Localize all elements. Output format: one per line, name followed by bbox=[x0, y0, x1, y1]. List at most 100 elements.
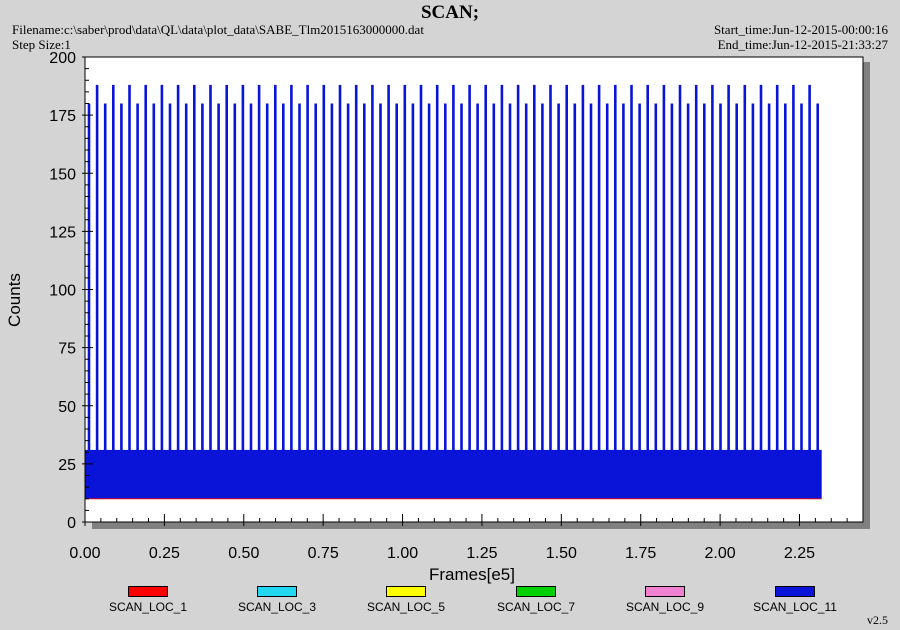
scan-spike bbox=[630, 84, 633, 499]
y-tick-label: 75 bbox=[58, 341, 76, 358]
scan-spike bbox=[565, 84, 568, 499]
legend-item: SCAN_LOC_5 bbox=[351, 586, 461, 614]
scan-spike bbox=[330, 103, 334, 499]
x-tick-label: 1.50 bbox=[546, 545, 577, 562]
scan-spike bbox=[678, 84, 682, 499]
scan-spike bbox=[557, 103, 560, 499]
scan-spike bbox=[274, 84, 277, 499]
legend-swatch bbox=[516, 586, 556, 597]
x-tick-label: 0.00 bbox=[69, 545, 100, 562]
x-tick-label: 1.25 bbox=[466, 545, 497, 562]
scan-spike bbox=[290, 84, 293, 499]
scan-spike bbox=[103, 103, 107, 499]
scan-spike bbox=[444, 103, 447, 499]
scan-spike bbox=[306, 84, 309, 499]
scan-spike bbox=[767, 103, 771, 499]
legend-swatch bbox=[645, 586, 685, 597]
scan-spike bbox=[184, 103, 188, 499]
legend-label: SCAN_LOC_3 bbox=[237, 600, 317, 614]
scan-spike bbox=[322, 84, 326, 499]
legend-swatch bbox=[775, 586, 815, 597]
scan-spike bbox=[346, 103, 350, 499]
x-tick-label: 0.50 bbox=[228, 545, 259, 562]
scan-spike bbox=[379, 103, 382, 499]
scan-spike bbox=[524, 103, 528, 499]
scan-spike bbox=[759, 84, 763, 499]
y-tick-label: 175 bbox=[49, 108, 76, 125]
scan-spike bbox=[500, 84, 504, 499]
scan-spike bbox=[419, 84, 423, 499]
scan-spike bbox=[727, 84, 730, 499]
y-tick-label: 200 bbox=[49, 50, 76, 67]
legend-label: SCAN_LOC_11 bbox=[753, 600, 837, 614]
data-layer bbox=[85, 84, 822, 500]
end-time-text: End_time:Jun-12-2015-21:33:27 bbox=[717, 37, 888, 52]
x-tick-label: 2.00 bbox=[705, 545, 736, 562]
step-size-text: Step Size:1 bbox=[12, 37, 71, 52]
legend-item: SCAN_LOC_9 bbox=[610, 586, 720, 614]
scan-spike bbox=[605, 103, 609, 499]
scan-spike bbox=[257, 84, 261, 499]
scan-spike bbox=[354, 84, 358, 499]
scan-spike bbox=[411, 103, 415, 499]
y-tick-label: 100 bbox=[49, 283, 76, 300]
version-label: v2.5 bbox=[867, 613, 888, 627]
scan-spike bbox=[622, 103, 625, 499]
scan-spike bbox=[387, 84, 390, 499]
scan-spike bbox=[646, 84, 649, 499]
scan-spike bbox=[711, 84, 714, 499]
scan-spike bbox=[249, 103, 253, 499]
scan-spike bbox=[638, 103, 641, 499]
scan-spike bbox=[614, 84, 617, 499]
scan-spike bbox=[217, 103, 220, 499]
scan-spike bbox=[128, 84, 131, 499]
scan-spike bbox=[201, 103, 204, 499]
y-tick-label: 25 bbox=[58, 457, 76, 474]
axis-layer: 0 25 50 75 100 125 150 175 200 0.00 0.25 0.50 0.75 1.… bbox=[49, 50, 864, 562]
scan-spike bbox=[816, 103, 819, 499]
x-tick-label: 2.25 bbox=[784, 545, 815, 562]
scan-spike bbox=[176, 84, 180, 499]
x-tick-label: 1.00 bbox=[387, 545, 418, 562]
y-tick-label: 0 bbox=[67, 515, 76, 532]
scan-spike bbox=[168, 103, 172, 499]
scan-spike bbox=[549, 84, 552, 499]
scan-spike bbox=[371, 84, 374, 499]
scan-band bbox=[85, 449, 822, 499]
scan-spike bbox=[654, 103, 658, 499]
scan-spike bbox=[403, 84, 407, 499]
scan-spike bbox=[95, 84, 99, 499]
scan-spike bbox=[136, 103, 139, 499]
scan-spike bbox=[314, 103, 317, 499]
legend-label: SCAN_LOC_5 bbox=[366, 600, 446, 614]
x-axis-label: Frames[e5] bbox=[429, 565, 515, 584]
scan-spike bbox=[298, 103, 301, 499]
scan-spike bbox=[792, 84, 795, 499]
scan-spike bbox=[719, 103, 722, 499]
legend-swatch bbox=[128, 586, 168, 597]
scan-spike bbox=[743, 84, 747, 499]
y-tick-label: 125 bbox=[49, 224, 76, 241]
scan-spike bbox=[533, 84, 536, 499]
scan-spike bbox=[265, 103, 269, 499]
legend-item: SCAN_LOC_3 bbox=[222, 586, 332, 614]
scan-spike bbox=[800, 103, 803, 499]
scan-spike bbox=[225, 84, 228, 499]
scan-spike bbox=[233, 103, 237, 499]
scan-spike bbox=[694, 84, 698, 499]
scan-spike bbox=[670, 103, 674, 499]
filename-text: Filename:c:\saber\prod\data\QL\data\plot… bbox=[12, 22, 424, 37]
scan-spike bbox=[573, 103, 577, 499]
scan-spike bbox=[427, 103, 431, 499]
y-tick-label: 50 bbox=[58, 399, 76, 416]
start-time-text: Start_time:Jun-12-2015-00:00:16 bbox=[713, 22, 888, 37]
legend-item: SCAN_LOC_11 bbox=[740, 586, 850, 614]
scan-spike bbox=[541, 103, 544, 499]
scan-spike bbox=[209, 84, 212, 499]
legend-label: SCAN_LOC_9 bbox=[625, 600, 705, 614]
scan-spike bbox=[460, 103, 463, 499]
scan-spike bbox=[492, 103, 496, 499]
scan-spike bbox=[775, 84, 779, 499]
scan-spike bbox=[476, 103, 479, 499]
scan-spike bbox=[435, 84, 439, 499]
